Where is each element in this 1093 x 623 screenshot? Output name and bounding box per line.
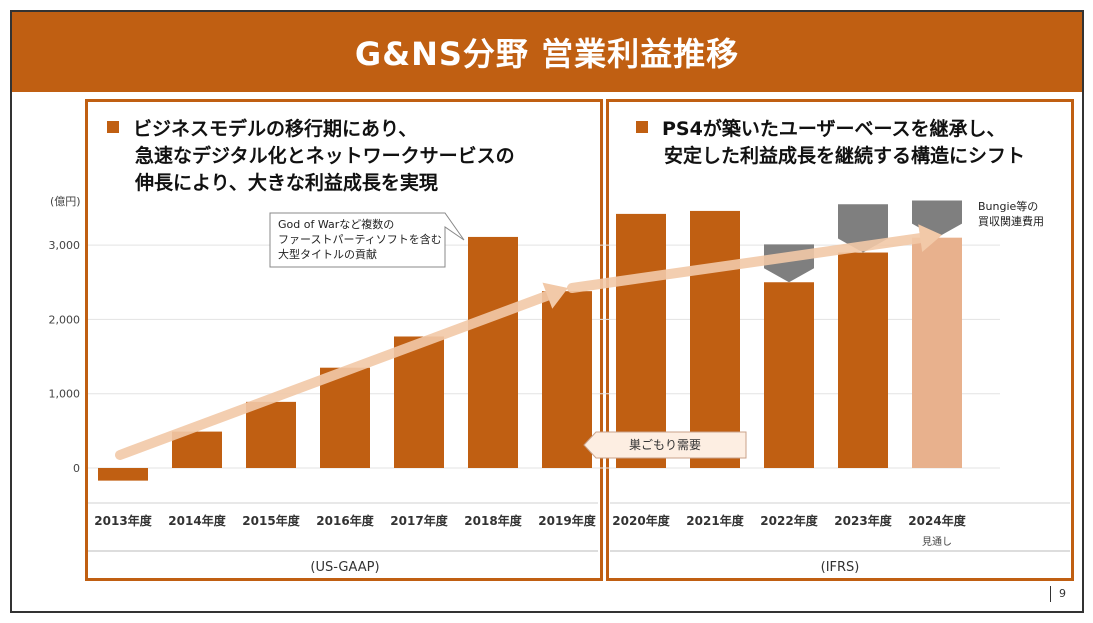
trend-arrow-ifrs: [567, 224, 942, 293]
trend-arrow-us-gaap: [115, 282, 568, 460]
left-bullet-line-2: 急速なデジタル化とネットワークサービスの: [135, 145, 515, 167]
x-tick-label: 2019年度: [538, 513, 596, 528]
trend-arrow-ifrs-shaft: [567, 233, 926, 293]
x-tick-label: 2013年度: [94, 513, 152, 528]
right-bullet-line-1: PS4が築いたユーザーベースを継承し、: [662, 118, 1006, 140]
x-tick-label: 2015年度: [242, 513, 300, 528]
bar-2024年度: [912, 237, 962, 468]
us-gaap-label: (US-GAAP): [310, 560, 379, 575]
x-tick-label: 2016年度: [316, 513, 374, 528]
x-tick-label: 2023年度: [834, 513, 892, 528]
page-title: G&NS分野 営業利益推移: [354, 35, 740, 73]
x-tick-label: 2018年度: [464, 513, 522, 528]
x-tick-label: 2014年度: [168, 513, 226, 528]
bungie-note-line: 買収関連費用: [978, 214, 1044, 228]
x-tick-label: 2022年度: [760, 513, 818, 528]
trend-arrow-us-gaap-head: [542, 282, 568, 309]
bar-2013年度: [98, 468, 148, 481]
bar-2015年度: [246, 401, 296, 468]
callout-box: [269, 212, 465, 268]
x-tick-label: 2024年度: [908, 513, 966, 528]
x-tick-label: 2021年度: [686, 513, 744, 528]
right-bullet: PS4が築いたユーザーベースを継承し、 安定した利益成長を継続する構造にシフト: [636, 116, 1025, 170]
y-tick-label: 3,000: [49, 239, 81, 252]
page-number: 9: [1050, 586, 1066, 602]
ifrs-panel: [606, 99, 1074, 581]
bullet-square-icon: [636, 121, 648, 133]
ifrs-label: (IFRS): [821, 560, 860, 575]
bullet-square-icon: [107, 121, 119, 133]
stay-home-badge: [583, 431, 747, 459]
bar-2023年度: [838, 252, 888, 468]
trend-arrow-ifrs-head: [918, 224, 942, 252]
bar-2018年度: [468, 236, 518, 468]
us-gaap-panel: [85, 99, 603, 581]
bar-2020年度: [616, 213, 666, 468]
callout-line: ファーストパーティソフトを含む: [278, 232, 442, 246]
trend-arrow-us-gaap-shaft: [115, 290, 553, 460]
forecast-note: 見通し: [922, 536, 952, 548]
y-tick-label: 2,000: [49, 313, 81, 326]
callout-line: 大型タイトルの貢献: [278, 247, 377, 261]
left-bullet: ビジネスモデルの移行期にあり、 急速なデジタル化とネットワークサービスの 伸長に…: [107, 116, 515, 197]
bar-2021年度: [690, 210, 740, 468]
bar-2019年度: [542, 291, 592, 468]
y-axis-label: (億円): [50, 195, 81, 208]
left-bullet-line-1: ビジネスモデルの移行期にあり、: [133, 118, 418, 140]
bar-2022年度: [764, 282, 814, 468]
y-tick-label: 1,000: [49, 388, 81, 401]
x-tick-label: 2020年度: [612, 513, 670, 528]
stay-home-label: 巣ごもり需要: [629, 437, 701, 452]
x-tick-label: 2017年度: [390, 513, 448, 528]
right-bullet-line-2: 安定した利益成長を継続する構造にシフト: [664, 145, 1026, 167]
y-tick-label: 0: [73, 462, 80, 475]
bar-2017年度: [394, 336, 444, 468]
title-bar: G&NS分野 営業利益推移: [12, 12, 1082, 92]
bungie-note-line: Bungie等の: [978, 199, 1038, 213]
bar-2016年度: [320, 367, 370, 468]
left-bullet-line-3: 伸長により、大きな利益成長を実現: [135, 172, 438, 194]
callout-line: God of Warなど複数の: [278, 217, 394, 231]
